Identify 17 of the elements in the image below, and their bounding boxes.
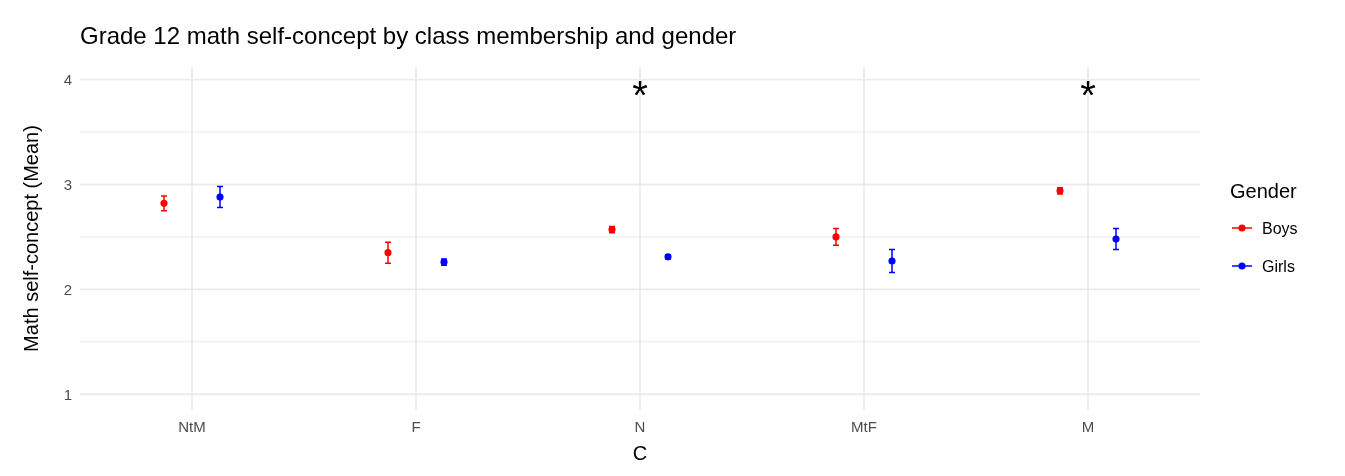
x-tick-label: M	[1081, 418, 1095, 435]
x-tick-label: MtF	[851, 418, 877, 435]
x-tick-label: F	[411, 418, 421, 435]
x-tick-label: N	[634, 418, 646, 435]
x-axis-title: C	[632, 442, 648, 464]
annotation: *	[1080, 73, 1096, 117]
chart-title: Grade 12 math self-concept by class membership and gender	[80, 22, 737, 49]
annotation: *	[632, 73, 648, 117]
y-axis-title: Math self-concept (Mean)	[20, 125, 42, 352]
y-tick-label: 1	[63, 385, 72, 403]
legend-label: Girls	[1262, 257, 1295, 275]
legend-title: Gender	[1230, 180, 1298, 202]
x-tick-label: NtM	[178, 418, 206, 435]
y-tick-label: 2	[63, 280, 72, 298]
y-tick-label: 4	[63, 70, 72, 88]
y-tick-label: 3	[63, 175, 72, 193]
legend-label: Boys	[1262, 219, 1298, 237]
